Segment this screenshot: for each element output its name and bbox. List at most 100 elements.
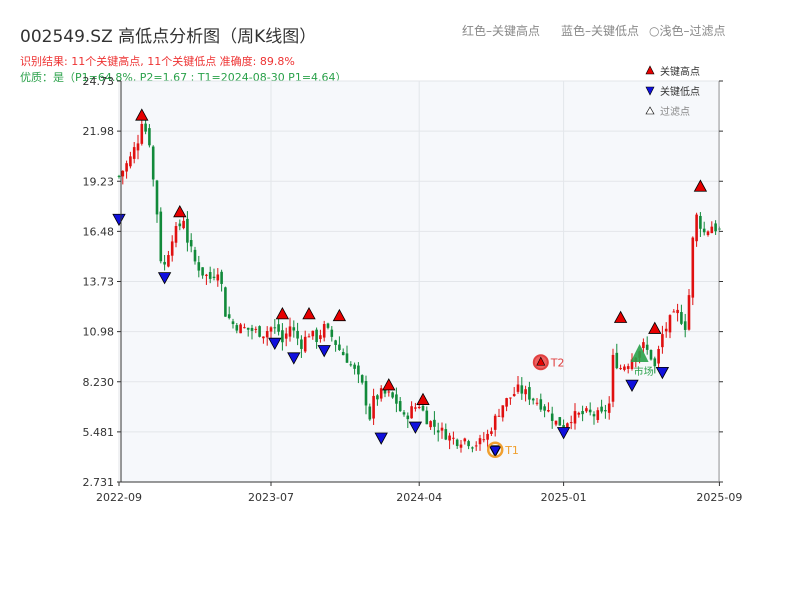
candle-body bbox=[607, 403, 611, 413]
candle-body bbox=[672, 311, 676, 313]
market-label: 市场 bbox=[634, 365, 654, 378]
candle-body bbox=[410, 406, 413, 419]
candle-body bbox=[265, 331, 269, 338]
key-low-marker bbox=[112, 213, 126, 227]
key-low-marker bbox=[625, 379, 639, 392]
candle-body bbox=[132, 147, 136, 159]
candle-body bbox=[402, 412, 406, 415]
y-tick-label: 21.98 bbox=[83, 125, 115, 138]
candle-body bbox=[539, 399, 543, 410]
candle-body bbox=[531, 398, 535, 401]
candle-body bbox=[239, 324, 242, 334]
x-tick-label: 2024-04 bbox=[396, 491, 442, 504]
candle-body bbox=[197, 262, 201, 271]
legend-high-icon bbox=[645, 65, 655, 75]
candle-body bbox=[448, 435, 451, 441]
candle-body bbox=[425, 410, 429, 425]
candle-body bbox=[243, 327, 246, 329]
t1-label: T1 bbox=[504, 444, 519, 457]
candle-body bbox=[414, 407, 417, 409]
candle-body bbox=[543, 406, 546, 411]
candle-body bbox=[592, 414, 596, 417]
candle-body bbox=[512, 394, 516, 397]
candle-body bbox=[573, 411, 577, 424]
legend-high-label: 关键高点 bbox=[660, 65, 700, 78]
result-line: 识别结果: 11个关键高点, 11个关键低点 准确度: 89.8% bbox=[20, 55, 295, 68]
candle-body bbox=[406, 415, 410, 420]
candle-body bbox=[292, 327, 296, 331]
candle-body bbox=[558, 417, 562, 426]
candle-body bbox=[273, 327, 277, 329]
y-tick-label: 16.48 bbox=[83, 225, 115, 238]
candle-body bbox=[482, 439, 486, 441]
candle-body bbox=[493, 415, 497, 430]
candle-body bbox=[216, 274, 220, 281]
legend-filter: ○浅色–过滤点 bbox=[649, 24, 726, 38]
candle-body bbox=[664, 328, 668, 332]
candle-body bbox=[702, 228, 706, 233]
candle-body bbox=[691, 237, 695, 298]
candle-body bbox=[357, 365, 360, 375]
candle-body bbox=[334, 340, 337, 345]
candle-body bbox=[478, 438, 482, 445]
legend-blue-low: 蓝色–关键低点 bbox=[561, 24, 640, 38]
candle-body bbox=[661, 334, 664, 348]
candle-body bbox=[193, 249, 197, 262]
y-tick-label: 24.73 bbox=[83, 75, 115, 88]
key-high-marker bbox=[332, 308, 347, 322]
candle-body bbox=[398, 401, 402, 412]
candle-body bbox=[277, 324, 280, 332]
candle-body bbox=[577, 412, 581, 415]
key-low-marker bbox=[157, 272, 172, 285]
candle-body bbox=[345, 353, 349, 363]
key-high-marker bbox=[613, 310, 628, 323]
candle-body bbox=[596, 410, 600, 420]
candle-body bbox=[307, 336, 311, 338]
candle-body bbox=[121, 170, 125, 177]
candle-body bbox=[349, 364, 353, 366]
candle-body bbox=[201, 267, 204, 276]
candle-body bbox=[178, 223, 182, 227]
candles bbox=[117, 115, 721, 453]
y-tick-label: 2.731 bbox=[83, 476, 115, 489]
candle-body bbox=[490, 431, 493, 434]
candle-body bbox=[148, 128, 151, 146]
market-marker bbox=[630, 343, 649, 362]
candle-body bbox=[227, 314, 231, 319]
candle-body bbox=[535, 402, 539, 404]
key-low-marker bbox=[408, 421, 423, 434]
candle-body bbox=[376, 395, 379, 400]
candle-body bbox=[170, 241, 174, 256]
key-high-marker bbox=[416, 392, 430, 405]
candle-body bbox=[300, 339, 303, 349]
page-title: 002549.SZ 高低点分析图（周K线图） bbox=[20, 27, 317, 47]
candle-body bbox=[459, 444, 463, 448]
candle-body bbox=[562, 425, 565, 428]
candle-body bbox=[224, 287, 227, 317]
candle-body bbox=[687, 295, 691, 330]
candle-body bbox=[281, 330, 284, 343]
candle-body bbox=[186, 218, 189, 243]
candle-body bbox=[220, 271, 223, 284]
x-tick-label: 2025-01 bbox=[541, 491, 587, 504]
candle-body bbox=[254, 328, 258, 330]
y-tick-label: 5.481 bbox=[83, 426, 115, 439]
marks: T1 T2 市场 bbox=[112, 108, 708, 459]
candle-body bbox=[319, 335, 322, 340]
candle-body bbox=[338, 344, 341, 350]
candle-body bbox=[516, 384, 520, 392]
candle-body bbox=[440, 427, 444, 431]
candle-body bbox=[645, 344, 649, 350]
candle-body bbox=[623, 366, 626, 370]
candle-body bbox=[710, 226, 714, 234]
candle-body bbox=[585, 408, 588, 412]
candle-body bbox=[699, 215, 702, 229]
candle-body bbox=[474, 445, 478, 447]
x-tick-label: 2022-09 bbox=[96, 491, 142, 504]
candle-body bbox=[588, 409, 592, 413]
candle-body bbox=[303, 336, 307, 352]
candle-body bbox=[452, 437, 455, 439]
candle-body bbox=[315, 329, 318, 343]
candle-body bbox=[117, 175, 121, 177]
